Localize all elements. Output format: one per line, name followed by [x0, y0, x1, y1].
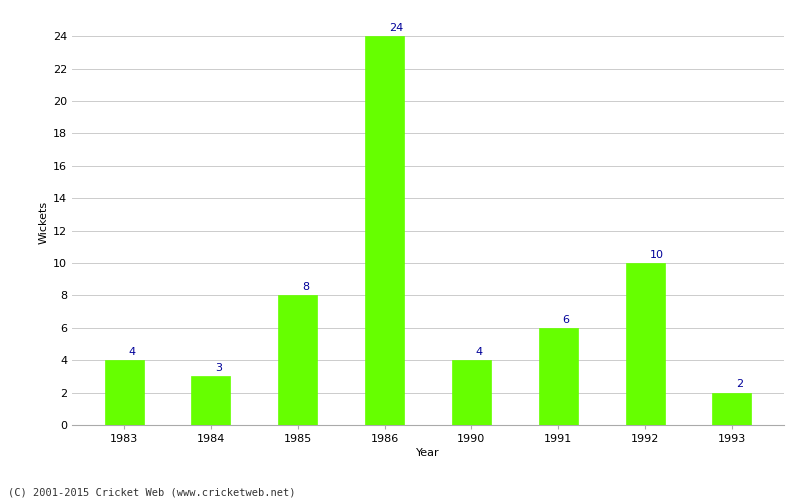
- Bar: [191, 376, 230, 425]
- Text: 4: 4: [476, 347, 483, 357]
- Bar: [278, 296, 318, 425]
- Bar: [105, 360, 144, 425]
- Text: 2: 2: [736, 380, 743, 390]
- Y-axis label: Wickets: Wickets: [38, 201, 49, 244]
- Text: 10: 10: [650, 250, 663, 260]
- Bar: [452, 360, 491, 425]
- Bar: [626, 263, 665, 425]
- X-axis label: Year: Year: [416, 448, 440, 458]
- Text: 3: 3: [215, 363, 222, 373]
- Bar: [538, 328, 578, 425]
- Text: 24: 24: [389, 23, 403, 33]
- Text: 8: 8: [302, 282, 310, 292]
- Text: (C) 2001-2015 Cricket Web (www.cricketweb.net): (C) 2001-2015 Cricket Web (www.cricketwe…: [8, 488, 295, 498]
- Bar: [712, 392, 751, 425]
- Text: 4: 4: [129, 347, 135, 357]
- Text: 6: 6: [562, 314, 570, 324]
- Bar: [365, 36, 404, 425]
